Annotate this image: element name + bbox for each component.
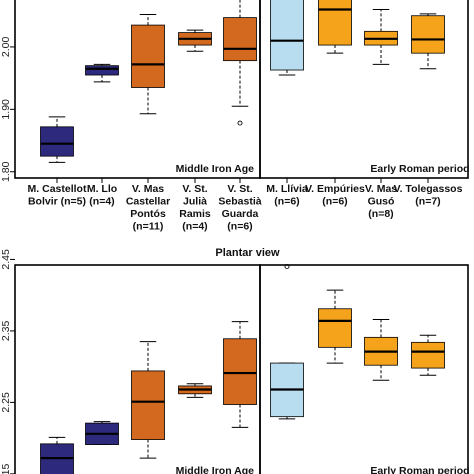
x-category-label: V. St. Sebastià Guarda (n=6) [218,183,261,233]
box-2 [85,63,119,83]
x-category-line: Guarda [222,208,259,220]
box-3 [131,13,165,115]
x-category-line: Sebastià [218,196,261,208]
y-tick-label: 2.25 [0,392,12,413]
box-9 [411,13,445,70]
x-category-label: V. St. Julià Ramis (n=4) [179,183,211,233]
x-category-line: Gusó [368,196,395,208]
y-tick-label: 2.35 [0,321,12,342]
x-category-line: Bolvir (n=5) [28,196,86,208]
box-iqr [411,15,445,54]
x-category-label: M. Castellot Bolvir (n=5) [28,183,87,208]
box-3 [131,341,165,459]
y-tick-label: 1.80 [0,161,12,182]
y-tick-label: 2.15 [0,463,12,474]
panel-label-right: Early Roman period [370,163,469,175]
box-9 [411,334,445,376]
box-5 [223,321,257,428]
panel-label-left: Middle Iron Age [176,465,255,474]
chart-2: Plantar view 2.15 2.25 2.35 2.45 Middle Iron … [0,247,470,474]
x-category-line: V. Tolegassos [394,183,463,195]
x-category-line: M. Llo [87,183,117,195]
box-8 [364,318,398,381]
box-6 [270,264,304,420]
x-category-label: V. Mas Gusó (n=8) [365,183,397,220]
box-2 [85,421,119,446]
box-iqr [223,17,257,62]
x-category-line: (n=8) [368,208,393,220]
x-category-line: M. Llívia [266,183,308,195]
box-7 [318,289,352,364]
x-category-line: Julià [183,196,207,208]
x-category-label: V. Mas Castellar Pontós (n=11) [126,183,170,233]
x-category-label: V. Tolegassos (n=7) [394,183,463,208]
y-tick-label: 2.45 [0,249,12,270]
y-tick-label: 1.90 [0,99,12,120]
box-7 [318,0,352,54]
x-category-line: V. Mas [132,183,164,195]
x-category-line: (n=6) [274,196,299,208]
box-8 [364,8,398,65]
x-category-label: M. Llo (n=4) [87,183,117,208]
box-iqr [131,370,165,440]
box-1 [40,436,74,474]
x-category-label: V. Empúries (n=6) [305,183,365,208]
box-5 [223,0,257,126]
x-category-line: (n=6) [227,221,252,233]
box-iqr [85,65,119,76]
panel-frame-right [259,0,469,179]
x-category-line: V. Empúries [305,183,365,195]
box-iqr [318,0,352,46]
x-category-line: Pontós [130,208,166,220]
x-category-line: (n=11) [133,221,164,233]
x-category-line: (n=4) [182,221,207,233]
box-4 [178,383,212,398]
panel-label-right: Early Roman period [370,465,469,474]
x-category-line: Castellar [126,196,170,208]
box-4 [178,29,212,52]
x-category-line: V. St. [227,183,252,195]
outlier-point [237,120,243,126]
x-category-label: M. Llívia (n=6) [266,183,308,208]
box-iqr [318,308,352,348]
box-iqr [223,338,257,405]
box-1 [40,116,74,163]
x-category-line: M. Castellot [28,183,87,195]
x-category-line: V. Mas [365,183,397,195]
x-category-line: (n=6) [322,196,347,208]
box-iqr [411,341,445,369]
chart-1: 1.80 1.90 2.00 Middle Iron Age Early Roman p… [0,0,470,233]
chart-title: Plantar view [215,247,280,259]
panel-label-left: Middle Iron Age [176,163,255,175]
box-iqr [40,126,74,157]
x-category-line: (n=7) [415,196,440,208]
x-category-line: V. St. [182,183,207,195]
box-iqr [270,0,304,71]
y-tick-label: 2.00 [0,37,12,58]
panel-frame-right [259,264,469,474]
x-category-line: (n=4) [89,196,114,208]
box-iqr [131,24,165,88]
box-6 [270,0,304,76]
x-category-line: Ramis [179,208,211,220]
